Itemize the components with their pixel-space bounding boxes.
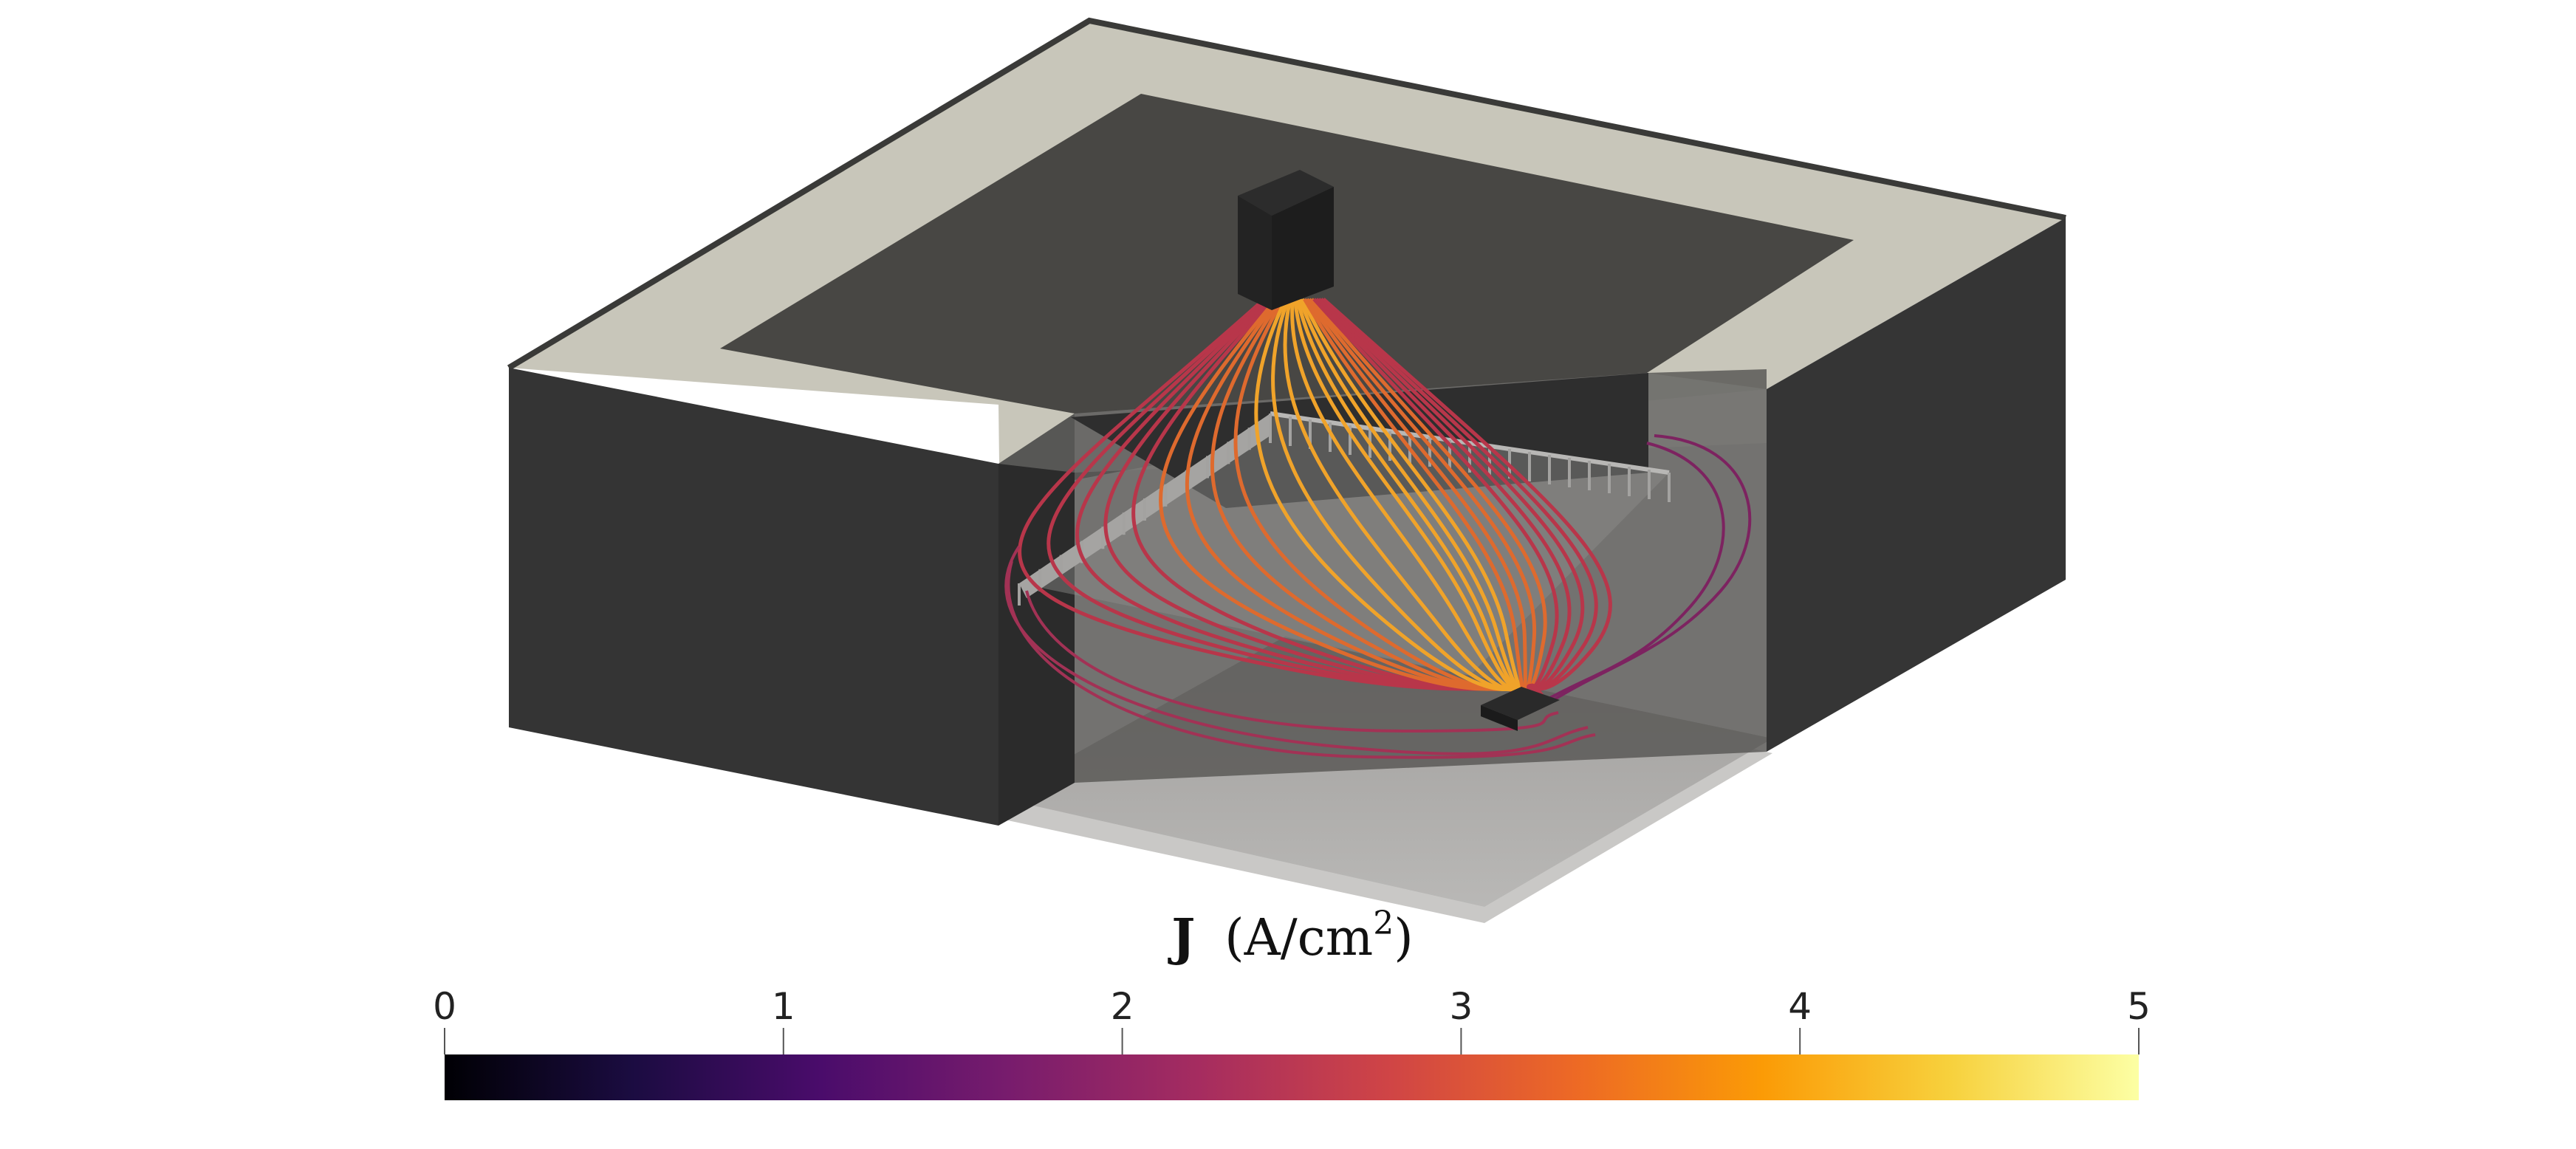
colorbar-title: J (A/cm2) bbox=[1168, 905, 1413, 967]
streamline bbox=[1543, 442, 1725, 703]
front-left-block bbox=[509, 368, 1075, 826]
colorbar-title-close: ) bbox=[1394, 909, 1414, 967]
streamline bbox=[1007, 560, 1596, 759]
colorbar-title-exponent: 2 bbox=[1373, 905, 1394, 942]
colorbar-title-unit: (A/cm bbox=[1224, 909, 1373, 967]
colorbar-tick-label: 0 bbox=[433, 985, 456, 1028]
streamline bbox=[1025, 590, 1559, 733]
colorbar-tick-label: 1 bbox=[772, 985, 795, 1028]
colorbar-tick-label: 5 bbox=[2127, 985, 2151, 1028]
bottom-electrode bbox=[1481, 687, 1560, 731]
current-streamlines bbox=[1004, 298, 1752, 759]
colorbar-tick-label: 3 bbox=[1449, 985, 1473, 1028]
right-block bbox=[1767, 218, 2066, 752]
colorbar-gradient bbox=[445, 1054, 2139, 1100]
streamline bbox=[1322, 298, 1612, 703]
colorbar-tick-label: 4 bbox=[1788, 985, 1812, 1028]
colorbar-tick-label: 2 bbox=[1111, 985, 1134, 1028]
top-electrode bbox=[1238, 170, 1334, 310]
colorbar-title-symbol: J bbox=[1168, 908, 1195, 967]
